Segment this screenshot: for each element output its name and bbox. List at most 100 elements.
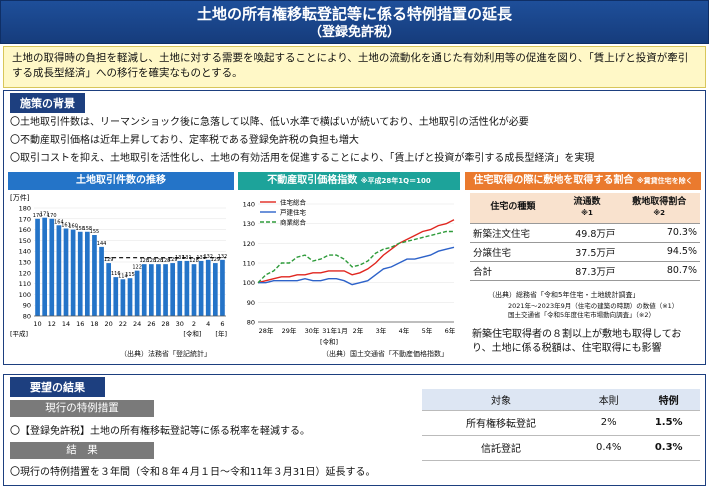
data-label: 132 (203, 254, 213, 260)
y-tick-label: 160 (19, 226, 31, 234)
x-tick-label: 10 (33, 320, 41, 328)
bar (191, 264, 197, 316)
chart2-heading: 不動産取引価格指数 ※平成28年1Q＝100 (238, 172, 460, 190)
bar (198, 260, 204, 316)
y-tick-label: 180 (19, 205, 31, 213)
data-label: 132 (218, 254, 228, 260)
year-unit-label: [年] (215, 329, 227, 338)
bar (220, 259, 225, 316)
bar (177, 260, 183, 316)
tax-rate-table: 対象 本則 特例 所有権移転登記 2% 1.5% 信託登記 0.4% 0.3% (422, 389, 700, 461)
data-label: 116 (111, 271, 121, 277)
table-row: 合計 87.3万戸 80.7% (470, 261, 700, 281)
land-source-1: （出典）総務省「令和5年住宅・土地統計調査」 (488, 291, 640, 299)
col-header-volume: 流通数 ※1 (555, 193, 619, 224)
x-tick-label: 3年 (376, 326, 387, 335)
era-label-reiwa: [令和] (183, 329, 201, 338)
legend-label: 住宅総合 (280, 198, 307, 207)
x-tick-label: 16 (76, 320, 84, 328)
table-row: 信託登記 0.4% 0.3% (422, 435, 700, 461)
data-label: 155 (90, 229, 100, 235)
data-label: 129 (211, 257, 221, 263)
bar (92, 235, 97, 316)
bar (120, 279, 126, 316)
legend-label: 戸建住宅 (280, 208, 307, 217)
data-label: 128 (139, 258, 149, 264)
bar (70, 229, 76, 316)
land-acquisition-table: 住宅の種類 流通数 ※1 敷地取得割合 ※2 新築注文住宅 49.8万戸 70.3%… (470, 193, 700, 281)
bar (163, 264, 168, 316)
page-title: 土地の所有権移転登記等に係る特例措置の延長 (196, 5, 512, 23)
result-text: 〇現行の特例措置を３年間（令和８年４月１日～令和11年３月31日）延長する。 (10, 467, 376, 478)
current-measure-text: 〇【登録免許税】土地の所有権移転登記等に係る税率を軽減する。 (10, 426, 310, 437)
x-tick-label: 22 (119, 320, 127, 328)
results-section (3, 374, 706, 486)
x-tick-label: 14 (62, 320, 70, 328)
y-tick-label: 170 (19, 215, 31, 223)
land-transaction-bar-chart: [万件]180170160150140130120110100908017017… (10, 193, 228, 338)
data-label: 122 (132, 265, 142, 271)
data-label: 128 (154, 258, 164, 264)
data-label: 128 (161, 258, 171, 264)
data-label: 158 (75, 226, 85, 232)
x-tick-label: 4年 (399, 326, 410, 335)
x-tick-label: 6年 (445, 326, 456, 335)
bar (113, 277, 119, 316)
tax-table-header: 対象 本則 特例 (422, 389, 700, 411)
bar (84, 231, 90, 316)
x-tick-label: 2 (192, 320, 196, 328)
col-header-type: 住宅の種類 (470, 193, 556, 224)
data-label: 158 (83, 226, 93, 232)
bar (63, 228, 69, 316)
data-label: 160 (68, 224, 78, 230)
bar (156, 264, 161, 316)
y-tick-label: 100 (243, 279, 255, 287)
data-label: 114 (118, 273, 128, 279)
x-tick-label: 5年 (422, 326, 433, 335)
legend-label: 商業総合 (280, 218, 307, 227)
land-source-2: 2021年～2023年9月（住宅の建築の時期）の数値（※1） (508, 302, 679, 310)
bar (141, 264, 147, 316)
data-label: 115 (125, 272, 135, 278)
x-tick-label: 20 (105, 320, 113, 328)
data-label: 128 (147, 258, 157, 264)
current-measure-heading: 現行の特例措置 (10, 400, 154, 417)
y-tick-label: 150 (19, 237, 31, 245)
title-banner: 土地の所有権移転登記等に係る特例措置の延長 （登録免許税） (0, 0, 709, 44)
y-tick-label: 140 (19, 248, 31, 256)
summary-box: 土地の取得時の負担を軽減し、土地に対する需要を喚起することにより、土地の流動化を… (3, 46, 706, 88)
bar (212, 263, 218, 316)
y-tick-label: 140 (243, 201, 255, 209)
y-tick-label: 130 (243, 220, 255, 228)
background-bullet-1: 〇土地取引件数は、リーマンショック後に急落して以降、低い水準で横ばいが続いており… (10, 117, 529, 128)
data-label: 164 (54, 219, 64, 225)
y-tick-label: 110 (243, 260, 255, 268)
x-tick-label: 12 (48, 320, 56, 328)
bar (106, 263, 112, 316)
x-tick-label: 28 (161, 320, 169, 328)
x-tick-label: 30年 (305, 326, 320, 335)
data-label: 144 (97, 241, 107, 247)
bar (127, 278, 133, 316)
results-heading: 要望の結果 (10, 377, 105, 397)
x-tick-label: 4 (206, 320, 210, 328)
background-bullet-2: 〇不動産取引価格は近年上昇しており、定率税である登録免許税の負担も増大 (10, 135, 359, 146)
table-header-row: 住宅の種類 流通数 ※1 敷地取得割合 ※2 (470, 193, 700, 224)
y-tick-label: 120 (243, 240, 255, 248)
chart1-heading: 土地取引件数の推移 (8, 172, 234, 190)
y-tick-label: 80 (247, 319, 255, 327)
bar (99, 246, 104, 316)
series-line (258, 246, 455, 286)
x-tick-label: 26 (147, 320, 155, 328)
x-tick-label: 28年 (259, 326, 274, 335)
bar (56, 225, 62, 316)
x-tick-label: 24 (133, 320, 141, 328)
table-row: 新築注文住宅 49.8万戸 70.3% (470, 223, 700, 243)
series-line (257, 219, 455, 284)
era-label-reiwa: [令和] (320, 337, 338, 346)
background-heading: 施策の背景 (10, 93, 85, 113)
result-heading: 結 果 (10, 442, 154, 459)
chart2-title: 不動産取引価格指数 (267, 175, 358, 186)
y-tick-label: 100 (19, 291, 31, 299)
